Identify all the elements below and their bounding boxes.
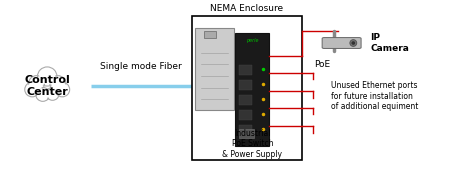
FancyBboxPatch shape: [239, 80, 253, 90]
FancyBboxPatch shape: [239, 110, 253, 120]
Text: Single mode Fiber: Single mode Fiber: [100, 62, 182, 71]
FancyBboxPatch shape: [239, 129, 254, 138]
Ellipse shape: [56, 84, 68, 96]
Text: IP
Camera: IP Camera: [370, 33, 409, 53]
Ellipse shape: [350, 40, 357, 46]
FancyBboxPatch shape: [239, 125, 253, 135]
Ellipse shape: [26, 84, 38, 96]
Text: PoE: PoE: [314, 60, 331, 69]
Ellipse shape: [25, 82, 40, 97]
FancyBboxPatch shape: [322, 38, 361, 48]
Text: Unused Ethernet ports
for future installation
of additional equiment: Unused Ethernet ports for future install…: [331, 81, 419, 111]
FancyBboxPatch shape: [192, 16, 301, 160]
FancyBboxPatch shape: [195, 28, 234, 110]
FancyBboxPatch shape: [239, 65, 253, 75]
FancyBboxPatch shape: [204, 31, 216, 38]
FancyBboxPatch shape: [239, 95, 253, 105]
Text: NEMA Enclosure: NEMA Enclosure: [210, 4, 283, 12]
Ellipse shape: [37, 89, 48, 100]
Ellipse shape: [351, 41, 355, 45]
Ellipse shape: [30, 77, 43, 90]
Text: Control
Center: Control Center: [24, 75, 70, 97]
Ellipse shape: [50, 76, 66, 91]
Ellipse shape: [51, 77, 65, 90]
Ellipse shape: [46, 87, 59, 100]
Ellipse shape: [29, 76, 45, 91]
Text: perle: perle: [246, 38, 259, 43]
Text: Industrial
PoE Switch
& Power Supply: Industrial PoE Switch & Power Supply: [222, 129, 282, 159]
Ellipse shape: [47, 89, 58, 99]
Ellipse shape: [37, 67, 57, 86]
Ellipse shape: [55, 82, 70, 97]
Ellipse shape: [39, 69, 55, 84]
Ellipse shape: [35, 87, 50, 101]
FancyBboxPatch shape: [235, 32, 269, 146]
